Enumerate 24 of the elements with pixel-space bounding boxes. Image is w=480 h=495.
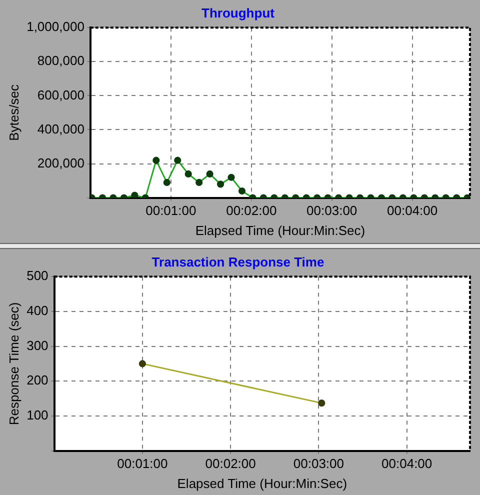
y-tick-label: 200	[26, 372, 48, 388]
y-tick-label: 200,000	[37, 155, 84, 170]
y-tick-label: 1,000,000	[26, 19, 84, 34]
x-tick-label: 00:02:00	[226, 203, 277, 218]
y-tick-label: 500	[26, 268, 48, 284]
x-tick-label: 00:04:00	[387, 203, 438, 218]
y-tick-label: 400	[26, 303, 48, 318]
y-tick-label: 800,000	[37, 53, 84, 68]
x-tick-label: 00:01:00	[117, 456, 168, 472]
x-tick-label: 00:04:00	[382, 456, 432, 472]
y-axis-title: Bytes/sec	[6, 84, 22, 141]
x-axis-title: Elapsed Time (Hour:Min:Sec)	[195, 222, 366, 238]
y-tick-label: 400,000	[37, 121, 84, 136]
chart-title: Transaction Response Time	[152, 254, 324, 270]
y-tick-label: 100	[26, 408, 48, 423]
x-tick-label: 00:02:00	[205, 456, 256, 472]
y-tick-label: 300	[26, 338, 48, 353]
chart-title: Throughput	[202, 5, 276, 20]
y-axis-title: Response Time (sec)	[6, 302, 22, 426]
x-tick-label: 00:03:00	[306, 203, 358, 218]
x-axis-title: Elapsed Time (Hour:Min:Sec)	[177, 476, 348, 491]
x-tick-label: 00:03:00	[293, 456, 344, 472]
y-tick-label: 600,000	[37, 87, 84, 102]
x-tick-label: 00:01:00	[146, 203, 196, 218]
